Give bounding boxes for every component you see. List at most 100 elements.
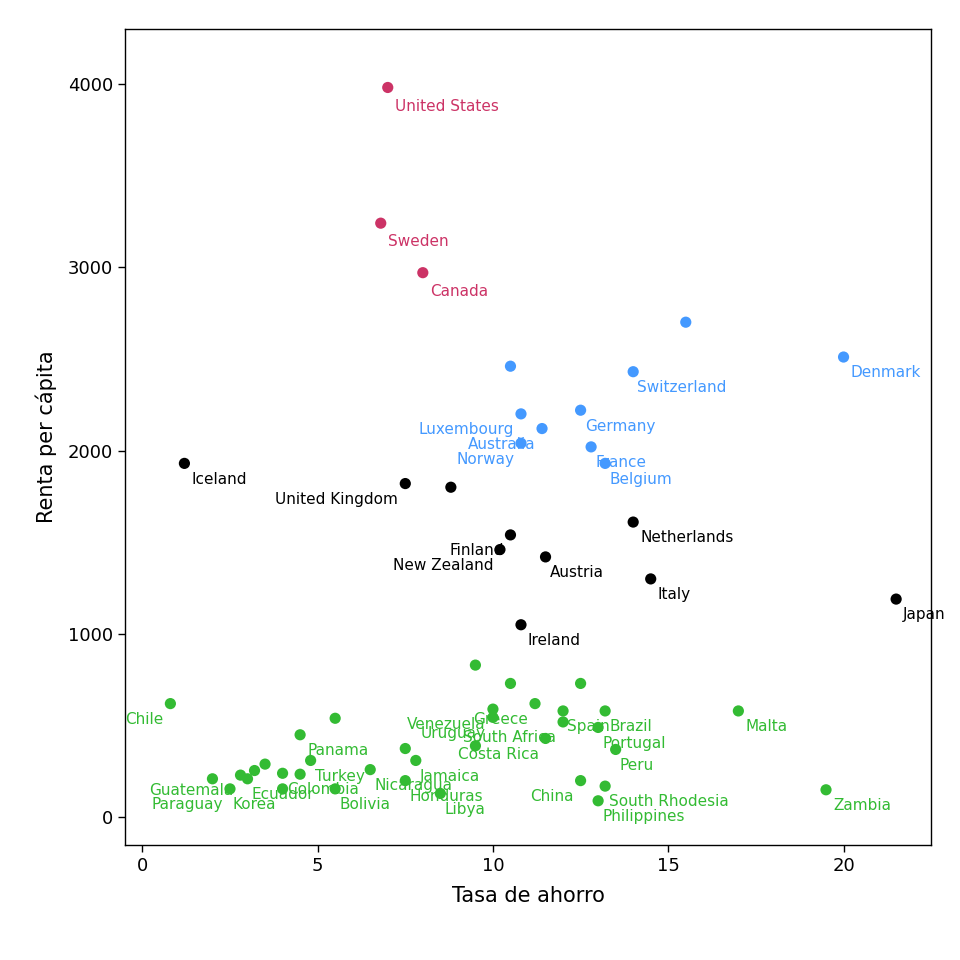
Point xyxy=(162,696,178,711)
Point xyxy=(527,696,542,711)
Point xyxy=(415,265,430,280)
Point xyxy=(590,793,606,808)
Point xyxy=(373,215,389,230)
Text: Ecuador: Ecuador xyxy=(252,787,314,803)
Text: Chile: Chile xyxy=(125,712,163,727)
Point xyxy=(538,731,553,746)
Point xyxy=(503,527,518,542)
Point xyxy=(397,741,413,756)
Text: Belgium: Belgium xyxy=(610,471,672,487)
Text: Guatemala: Guatemala xyxy=(150,783,233,799)
Point xyxy=(888,591,903,607)
Text: Denmark: Denmark xyxy=(851,366,921,380)
Point xyxy=(223,781,238,797)
Text: Greece: Greece xyxy=(473,712,528,727)
Point xyxy=(468,738,483,754)
Text: Italy: Italy xyxy=(658,588,691,602)
Point xyxy=(444,480,459,495)
Text: Costa Rica: Costa Rica xyxy=(458,747,539,762)
Point xyxy=(556,714,571,730)
Point xyxy=(397,476,413,492)
Point xyxy=(380,80,396,95)
Point xyxy=(485,702,500,717)
Point xyxy=(643,571,659,587)
Point xyxy=(556,704,571,719)
Text: South Africa: South Africa xyxy=(463,731,556,745)
Text: China: China xyxy=(530,789,574,804)
Point xyxy=(433,786,448,802)
Point xyxy=(573,676,588,691)
Text: Netherlands: Netherlands xyxy=(640,531,733,545)
Text: Switzerland: Switzerland xyxy=(637,380,727,395)
Point xyxy=(275,766,290,781)
Point xyxy=(363,762,378,778)
Text: Malta: Malta xyxy=(745,719,787,734)
Text: Japan: Japan xyxy=(903,608,946,622)
Point xyxy=(240,771,255,786)
Text: Portugal: Portugal xyxy=(602,735,666,751)
Point xyxy=(590,720,606,735)
Point xyxy=(503,358,518,373)
Point xyxy=(836,349,852,365)
Text: Finland: Finland xyxy=(449,543,504,558)
Point xyxy=(503,676,518,691)
Text: Bolivia: Bolivia xyxy=(339,797,391,812)
Point xyxy=(514,436,529,451)
Point xyxy=(293,727,308,742)
Point xyxy=(177,456,192,471)
X-axis label: Tasa de ahorro: Tasa de ahorro xyxy=(451,886,605,905)
Text: Norway: Norway xyxy=(456,451,514,467)
Text: Peru: Peru xyxy=(620,757,654,773)
Point xyxy=(492,541,508,557)
Point xyxy=(257,756,273,772)
Point xyxy=(584,440,599,455)
Point xyxy=(303,753,319,768)
Text: Honduras: Honduras xyxy=(410,789,483,804)
Point xyxy=(204,771,220,786)
Text: Libya: Libya xyxy=(444,802,486,817)
Point xyxy=(485,709,500,725)
Point xyxy=(327,710,343,726)
Text: France: France xyxy=(595,455,646,470)
Point xyxy=(597,704,612,719)
Text: Zambia: Zambia xyxy=(833,798,891,813)
Point xyxy=(468,658,483,673)
Text: Korea: Korea xyxy=(232,797,276,812)
Text: Uruguay: Uruguay xyxy=(421,726,486,741)
Point xyxy=(408,753,423,768)
Point xyxy=(626,364,641,379)
Point xyxy=(538,549,553,564)
Y-axis label: Renta per cápita: Renta per cápita xyxy=(36,350,57,523)
Text: Venezuela: Venezuela xyxy=(407,717,486,732)
Text: Canada: Canada xyxy=(430,284,488,299)
Point xyxy=(731,704,746,719)
Text: Iceland: Iceland xyxy=(191,471,247,487)
Text: New Zealand: New Zealand xyxy=(393,558,493,573)
Text: Sweden: Sweden xyxy=(388,234,448,250)
Text: Australia: Australia xyxy=(468,437,535,452)
Point xyxy=(327,781,343,797)
Text: Paraguay: Paraguay xyxy=(152,797,223,812)
Text: United Kingdom: United Kingdom xyxy=(276,492,398,507)
Text: Turkey: Turkey xyxy=(315,769,365,783)
Point xyxy=(678,315,693,330)
Point xyxy=(573,773,588,788)
Point xyxy=(293,766,308,781)
Point xyxy=(514,406,529,421)
Text: Philippines: Philippines xyxy=(602,809,684,824)
Text: Panama: Panama xyxy=(307,743,369,758)
Text: Austria: Austria xyxy=(550,565,604,580)
Point xyxy=(233,767,249,782)
Point xyxy=(573,402,588,418)
Point xyxy=(535,420,550,436)
Text: South Rhodesia: South Rhodesia xyxy=(610,795,729,809)
Text: Spain: Spain xyxy=(567,719,610,734)
Point xyxy=(818,782,833,798)
Point xyxy=(608,742,623,757)
Text: Germany: Germany xyxy=(585,419,655,434)
Point xyxy=(626,515,641,530)
Point xyxy=(597,779,612,794)
Text: Luxembourg: Luxembourg xyxy=(419,422,514,437)
Point xyxy=(247,763,262,779)
Text: Colombia: Colombia xyxy=(287,781,359,797)
